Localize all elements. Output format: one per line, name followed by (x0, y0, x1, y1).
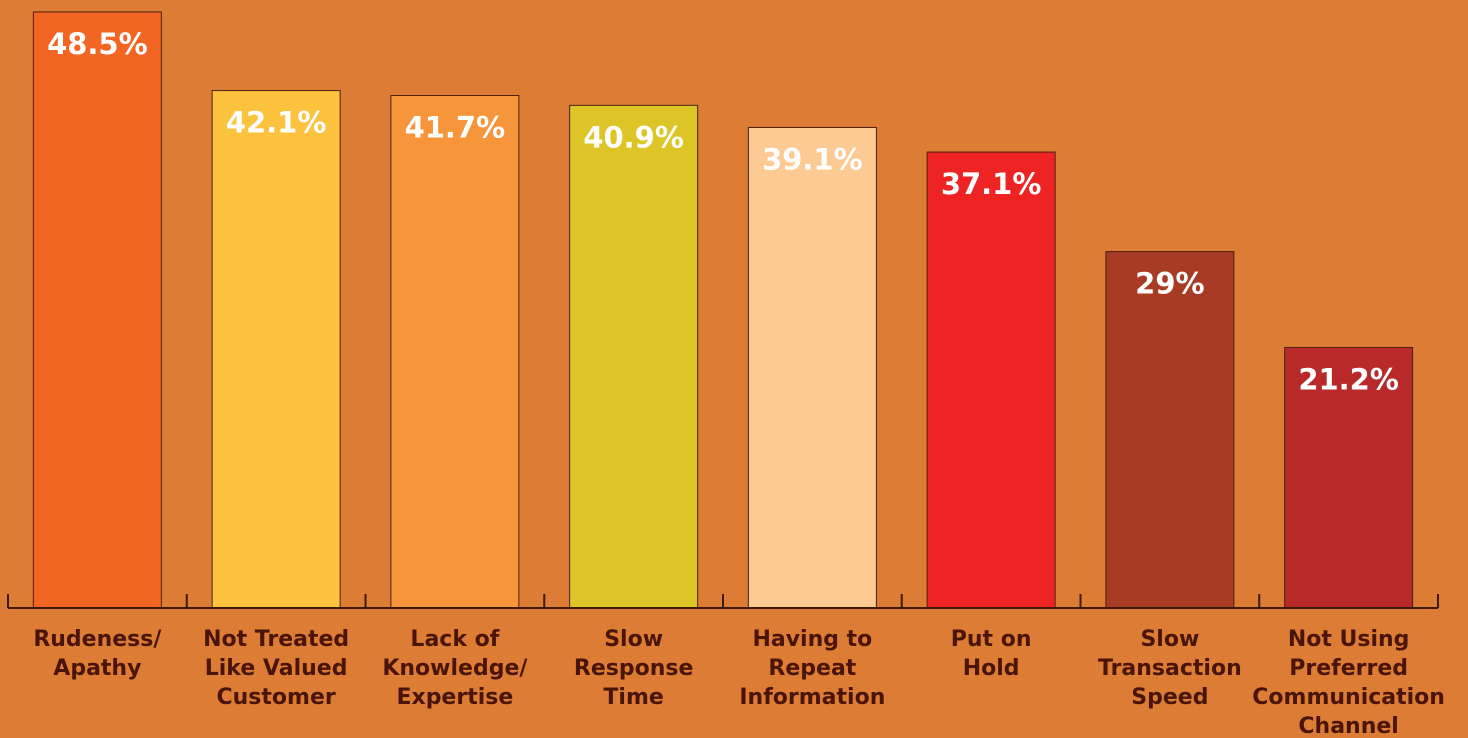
value-label: 40.9% (583, 120, 684, 154)
x-tick-label: Slow (604, 627, 663, 652)
x-tick-label: Customer (217, 685, 336, 710)
bar (569, 104, 699, 609)
x-tick-label: Apathy (53, 656, 141, 681)
bar (747, 126, 877, 609)
bar (211, 90, 341, 609)
value-label: 41.7% (405, 111, 506, 145)
x-tick-label: Having to (752, 627, 872, 652)
x-tick-label: Slow (1140, 627, 1199, 652)
x-tick-label: Speed (1131, 685, 1208, 710)
x-tick-label: Transaction (1098, 656, 1242, 681)
x-tick-label: Not Using (1288, 627, 1410, 652)
x-tick-label: Preferred (1289, 656, 1408, 681)
x-tick-label: Time (603, 685, 663, 710)
bar (1105, 251, 1235, 609)
x-tick-label: Knowledge/ (382, 656, 528, 681)
x-tick-label: Put on (951, 627, 1032, 652)
bar (390, 95, 520, 609)
value-label: 29% (1135, 267, 1204, 301)
value-label: 21.2% (1298, 362, 1399, 396)
bar (32, 11, 162, 609)
bar (1284, 346, 1414, 609)
x-tick-label: Lack of (410, 627, 499, 652)
value-label: 39.1% (762, 142, 863, 176)
value-label: 37.1% (941, 167, 1042, 201)
x-tick-label: Channel (1298, 714, 1398, 738)
x-tick-label: Expertise (396, 685, 513, 710)
x-tick-label: Like Valued (205, 656, 348, 681)
x-tick-label: Repeat (768, 656, 856, 681)
x-tick-label: Communication (1252, 685, 1445, 710)
x-tick-label: Response (574, 656, 694, 681)
value-label: 48.5% (47, 27, 148, 61)
x-tick-label: Not Treated (203, 627, 349, 652)
bar (926, 151, 1056, 609)
x-tick-label: Rudeness/ (33, 627, 162, 652)
value-label: 42.1% (226, 106, 327, 140)
x-tick-label: Hold (963, 656, 1020, 681)
x-tick-label: Information (739, 685, 885, 710)
